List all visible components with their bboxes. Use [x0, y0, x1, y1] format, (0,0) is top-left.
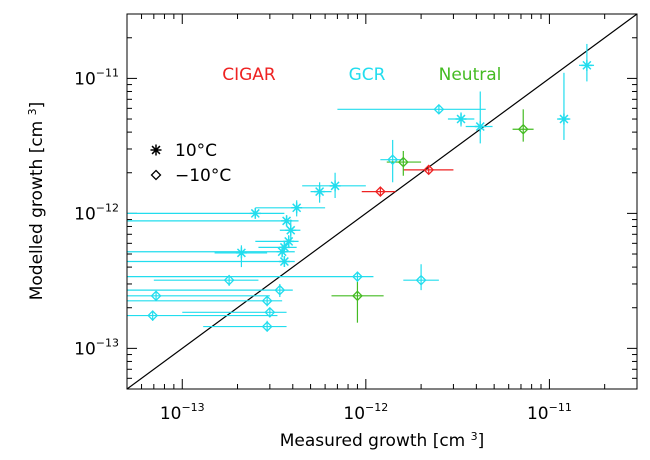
unit-close-bracket: ]	[27, 102, 47, 109]
gcr-asterisk-point	[558, 113, 570, 125]
unit-exponent: 3	[471, 430, 478, 443]
gcr-diamond-point	[352, 271, 363, 283]
neutral-diamond-point	[397, 156, 409, 168]
gcr-diamond-point	[433, 103, 445, 115]
gcr-asterisk-point	[455, 113, 467, 125]
gcr-diamond-point	[274, 284, 286, 296]
gcr-diamond-point	[264, 306, 276, 318]
legend-label-diamond: −10°C	[175, 166, 231, 186]
gcr-asterisk-point	[474, 121, 486, 133]
gcr-asterisk-point	[249, 207, 261, 219]
gcr-asterisk-point	[291, 202, 303, 214]
color-legend: CIGAR GCR Neutral	[222, 65, 501, 85]
gcr-asterisk-point	[285, 224, 297, 236]
neutral-diamond-point	[352, 290, 363, 302]
gcr-diamond-point	[415, 274, 427, 286]
neutral-diamond-point	[517, 123, 529, 135]
x-axis-label-text: Measured growth [cm	[280, 431, 466, 451]
gcr-diamond-point	[150, 290, 162, 302]
y-tick-label: 10−13	[74, 336, 119, 359]
x-tick-labels: 10−13 10−12 10−11	[160, 401, 572, 424]
legend-label-cigar: CIGAR	[222, 65, 276, 85]
gcr-diamond-point	[261, 295, 273, 307]
y-axis-label: Modelled growth [cm 3]	[26, 102, 48, 301]
plot-frame	[126, 13, 638, 390]
y-tick-label: 10−12	[74, 201, 119, 224]
unit-close-bracket: ]	[478, 431, 485, 451]
gcr-diamond-point	[147, 310, 159, 321]
y-axis-label-text: Modelled growth [cm	[27, 121, 47, 301]
x-tick-label: 10−12	[343, 401, 388, 424]
legend-asterisk-icon	[150, 144, 162, 156]
gcr-asterisk-point	[281, 215, 293, 227]
y-tick-labels: 10−13 10−12 10−11	[74, 66, 119, 359]
gcr-asterisk-point	[329, 180, 341, 192]
gcr-asterisk-point	[235, 247, 247, 259]
data-points	[147, 59, 593, 333]
cigar-diamond-point	[423, 164, 435, 176]
gcr-asterisk-point	[278, 256, 290, 268]
x-axis-label: Measured growth [cm 3]	[280, 430, 485, 452]
gcr-asterisk-point	[581, 59, 593, 71]
y-tick-label: 10−11	[74, 66, 119, 89]
gcr-diamond-point	[261, 321, 273, 333]
legend-label-gcr: GCR	[349, 65, 386, 85]
gcr-diamond-point	[223, 274, 235, 286]
gcr-asterisk-point	[314, 186, 326, 198]
gcr-asterisk-point	[278, 241, 290, 253]
legend-label-neutral: Neutral	[439, 65, 502, 85]
unit-exponent: 3	[26, 108, 39, 115]
gcr-asterisk-point	[276, 246, 288, 258]
gcr-asterisk-point	[283, 235, 295, 247]
cigar-diamond-point	[374, 186, 386, 198]
legend-label-asterisk: 10°C	[175, 141, 217, 161]
x-tick-label: 10−13	[160, 401, 205, 424]
gcr-diamond-point	[387, 154, 399, 166]
x-tick-label: 10−11	[527, 401, 572, 424]
marker-legend: 10°C −10°C	[150, 141, 231, 186]
legend-diamond-icon	[150, 169, 162, 181]
